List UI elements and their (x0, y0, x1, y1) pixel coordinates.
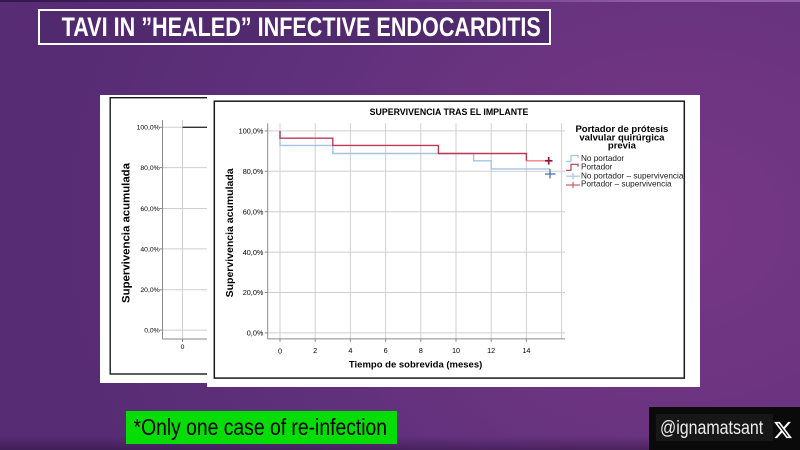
svg-text:0,0%: 0,0% (247, 328, 264, 337)
svg-text:60,0%: 60,0% (140, 206, 159, 213)
svg-text:80,0%: 80,0% (140, 165, 159, 172)
svg-text:2: 2 (313, 346, 317, 355)
svg-text:4: 4 (348, 346, 352, 355)
svg-text:No portador: No portador (581, 153, 625, 162)
svg-text:Supervivencia acumulada: Supervivencia acumulada (120, 162, 132, 303)
svg-text:40,0%: 40,0% (140, 246, 159, 253)
svg-text:12: 12 (487, 346, 495, 355)
svg-text:No portador – supervivencia: No portador – supervivencia (581, 171, 684, 180)
svg-text:14: 14 (522, 346, 530, 355)
svg-text:valvular quirúrgica: valvular quirúrgica (579, 132, 665, 143)
svg-text:0: 0 (181, 344, 185, 351)
svg-text:0,0%: 0,0% (144, 328, 160, 335)
svg-text:100,0%: 100,0% (239, 126, 264, 135)
svg-text:8: 8 (419, 346, 423, 355)
svg-text:Supervivencia acumulada: Supervivencia acumulada (224, 168, 236, 297)
svg-text:Portador: Portador (581, 162, 613, 171)
svg-text:Tiempo de sobrevida (meses): Tiempo de sobrevida (meses) (349, 359, 482, 370)
svg-text:100,0%: 100,0% (137, 125, 160, 132)
svg-text:40,0%: 40,0% (243, 247, 264, 256)
svg-text:SUPERVIVENCIA TRAS EL IMPLANTE: SUPERVIVENCIA TRAS EL IMPLANTE (370, 107, 529, 117)
svg-text:10: 10 (452, 346, 460, 355)
svg-text:0: 0 (278, 346, 282, 355)
svg-text:20,0%: 20,0% (243, 288, 264, 297)
svg-text:Portador de prótesis: Portador de prótesis (575, 123, 668, 134)
svg-text:20,0%: 20,0% (140, 287, 159, 294)
svg-text:Portador – supervivencia: Portador – supervivencia (581, 179, 672, 188)
svg-text:6: 6 (384, 346, 388, 355)
svg-text:60,0%: 60,0% (243, 207, 264, 216)
svg-text:80,0%: 80,0% (243, 167, 264, 176)
svg-text:previa: previa (608, 140, 637, 151)
